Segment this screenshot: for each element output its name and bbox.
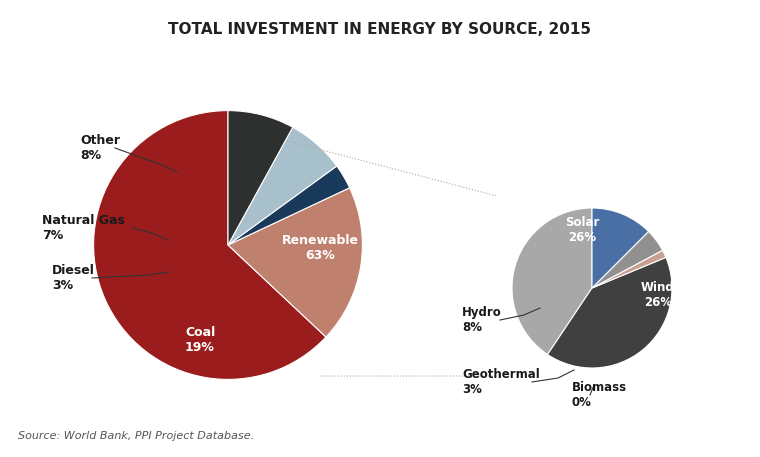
Wedge shape <box>512 208 592 355</box>
Text: Renewable
63%: Renewable 63% <box>281 234 359 262</box>
Text: Wind
26%: Wind 26% <box>641 281 675 309</box>
Text: Solar
26%: Solar 26% <box>565 216 599 244</box>
Text: Source: World Bank, PPI Project Database.: Source: World Bank, PPI Project Database… <box>18 431 254 441</box>
Wedge shape <box>228 188 363 337</box>
Text: TOTAL INVESTMENT IN ENERGY BY SOURCE, 2015: TOTAL INVESTMENT IN ENERGY BY SOURCE, 20… <box>169 22 591 37</box>
Text: Hydro
8%: Hydro 8% <box>462 306 502 334</box>
Text: Biomass
0%: Biomass 0% <box>572 381 627 409</box>
Text: Geothermal
3%: Geothermal 3% <box>462 368 540 396</box>
Text: Diesel
3%: Diesel 3% <box>52 264 95 292</box>
Wedge shape <box>592 231 663 288</box>
Text: Natural Gas
7%: Natural Gas 7% <box>42 214 125 242</box>
Text: Other
8%: Other 8% <box>80 134 120 162</box>
Wedge shape <box>228 166 350 245</box>
Wedge shape <box>592 250 666 288</box>
Wedge shape <box>93 111 326 379</box>
Wedge shape <box>228 111 293 245</box>
Wedge shape <box>592 208 648 288</box>
Text: Coal
19%: Coal 19% <box>185 326 215 354</box>
Wedge shape <box>547 257 672 368</box>
Wedge shape <box>228 127 337 245</box>
